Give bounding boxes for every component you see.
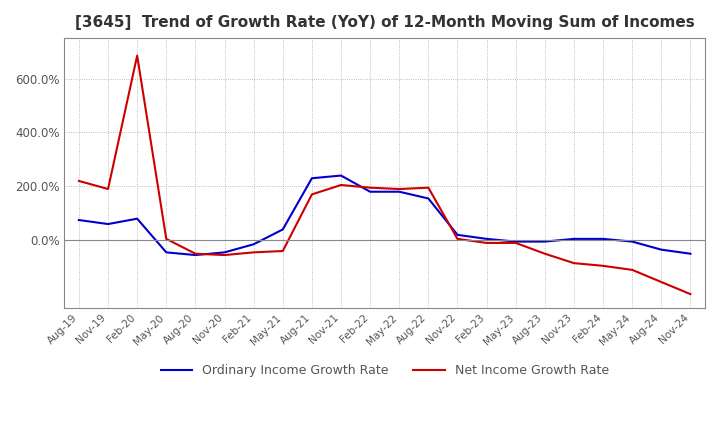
Ordinary Income Growth Rate	[279, 227, 287, 232]
Net Income Growth Rate	[628, 267, 636, 272]
Ordinary Income Growth Rate	[628, 239, 636, 244]
Legend: Ordinary Income Growth Rate, Net Income Growth Rate: Ordinary Income Growth Rate, Net Income …	[156, 359, 613, 382]
Ordinary Income Growth Rate	[686, 251, 695, 257]
Ordinary Income Growth Rate	[424, 196, 433, 201]
Net Income Growth Rate	[453, 236, 462, 242]
Net Income Growth Rate	[657, 279, 666, 285]
Ordinary Income Growth Rate	[657, 247, 666, 252]
Net Income Growth Rate	[686, 291, 695, 297]
Net Income Growth Rate	[75, 178, 84, 183]
Net Income Growth Rate	[395, 187, 404, 192]
Net Income Growth Rate	[279, 248, 287, 253]
Ordinary Income Growth Rate	[511, 239, 520, 244]
Net Income Growth Rate	[337, 182, 346, 187]
Ordinary Income Growth Rate	[249, 242, 258, 247]
Title: [3645]  Trend of Growth Rate (YoY) of 12-Month Moving Sum of Incomes: [3645] Trend of Growth Rate (YoY) of 12-…	[75, 15, 695, 30]
Ordinary Income Growth Rate	[220, 250, 229, 255]
Ordinary Income Growth Rate	[191, 253, 199, 258]
Net Income Growth Rate	[570, 260, 578, 266]
Net Income Growth Rate	[307, 192, 316, 197]
Net Income Growth Rate	[599, 263, 608, 268]
Net Income Growth Rate	[511, 240, 520, 246]
Net Income Growth Rate	[191, 251, 199, 257]
Line: Ordinary Income Growth Rate: Ordinary Income Growth Rate	[79, 176, 690, 255]
Ordinary Income Growth Rate	[599, 236, 608, 242]
Net Income Growth Rate	[249, 250, 258, 255]
Net Income Growth Rate	[424, 185, 433, 191]
Ordinary Income Growth Rate	[104, 221, 112, 227]
Ordinary Income Growth Rate	[337, 173, 346, 178]
Ordinary Income Growth Rate	[453, 232, 462, 238]
Ordinary Income Growth Rate	[482, 236, 491, 242]
Net Income Growth Rate	[482, 240, 491, 246]
Net Income Growth Rate	[162, 236, 171, 242]
Ordinary Income Growth Rate	[366, 189, 374, 194]
Ordinary Income Growth Rate	[162, 250, 171, 255]
Net Income Growth Rate	[366, 185, 374, 191]
Net Income Growth Rate	[541, 251, 549, 257]
Net Income Growth Rate	[220, 253, 229, 258]
Ordinary Income Growth Rate	[307, 176, 316, 181]
Net Income Growth Rate	[104, 187, 112, 192]
Ordinary Income Growth Rate	[395, 189, 404, 194]
Ordinary Income Growth Rate	[133, 216, 142, 221]
Ordinary Income Growth Rate	[75, 217, 84, 223]
Net Income Growth Rate	[133, 53, 142, 58]
Line: Net Income Growth Rate: Net Income Growth Rate	[79, 55, 690, 294]
Ordinary Income Growth Rate	[570, 236, 578, 242]
Ordinary Income Growth Rate	[541, 239, 549, 244]
